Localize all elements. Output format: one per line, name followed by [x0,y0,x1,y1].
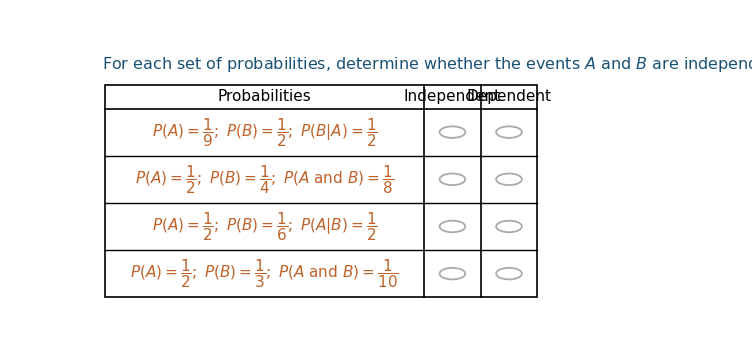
Bar [105,85,537,297]
Text: $\mathit{P}(\mathit{A})=\dfrac{1}{2};\;\mathit{P}(\mathit{B})=\dfrac{1}{6};\;\ma: $\mathit{P}(\mathit{A})=\dfrac{1}{2};\;\… [152,210,378,243]
Ellipse shape [496,173,522,185]
Text: $\mathit{P}(\mathit{A})=\dfrac{1}{2};\;\mathit{P}(\mathit{B})=\dfrac{1}{3};\;\ma: $\mathit{P}(\mathit{A})=\dfrac{1}{2};\;\… [130,257,399,290]
Ellipse shape [440,173,465,185]
Text: For each set of probabilities, determine whether the events $\mathit{A}$ and $\m: For each set of probabilities, determine… [102,55,752,74]
Ellipse shape [496,126,522,138]
Text: $\mathit{P}(\mathit{A})=\dfrac{1}{2};\;\mathit{P}(\mathit{B})=\dfrac{1}{4};\;\ma: $\mathit{P}(\mathit{A})=\dfrac{1}{2};\;\… [135,163,394,196]
Text: Probabilities: Probabilities [217,89,311,104]
Ellipse shape [440,268,465,279]
Text: $\mathit{P}(\mathit{A})=\dfrac{1}{9};\;\mathit{P}(\mathit{B})=\dfrac{1}{2};\;\ma: $\mathit{P}(\mathit{A})=\dfrac{1}{9};\;\… [152,116,378,149]
Ellipse shape [440,126,465,138]
Ellipse shape [496,268,522,279]
Ellipse shape [496,221,522,232]
Ellipse shape [440,221,465,232]
Text: Dependent: Dependent [466,89,551,104]
Text: Independent: Independent [404,89,501,104]
